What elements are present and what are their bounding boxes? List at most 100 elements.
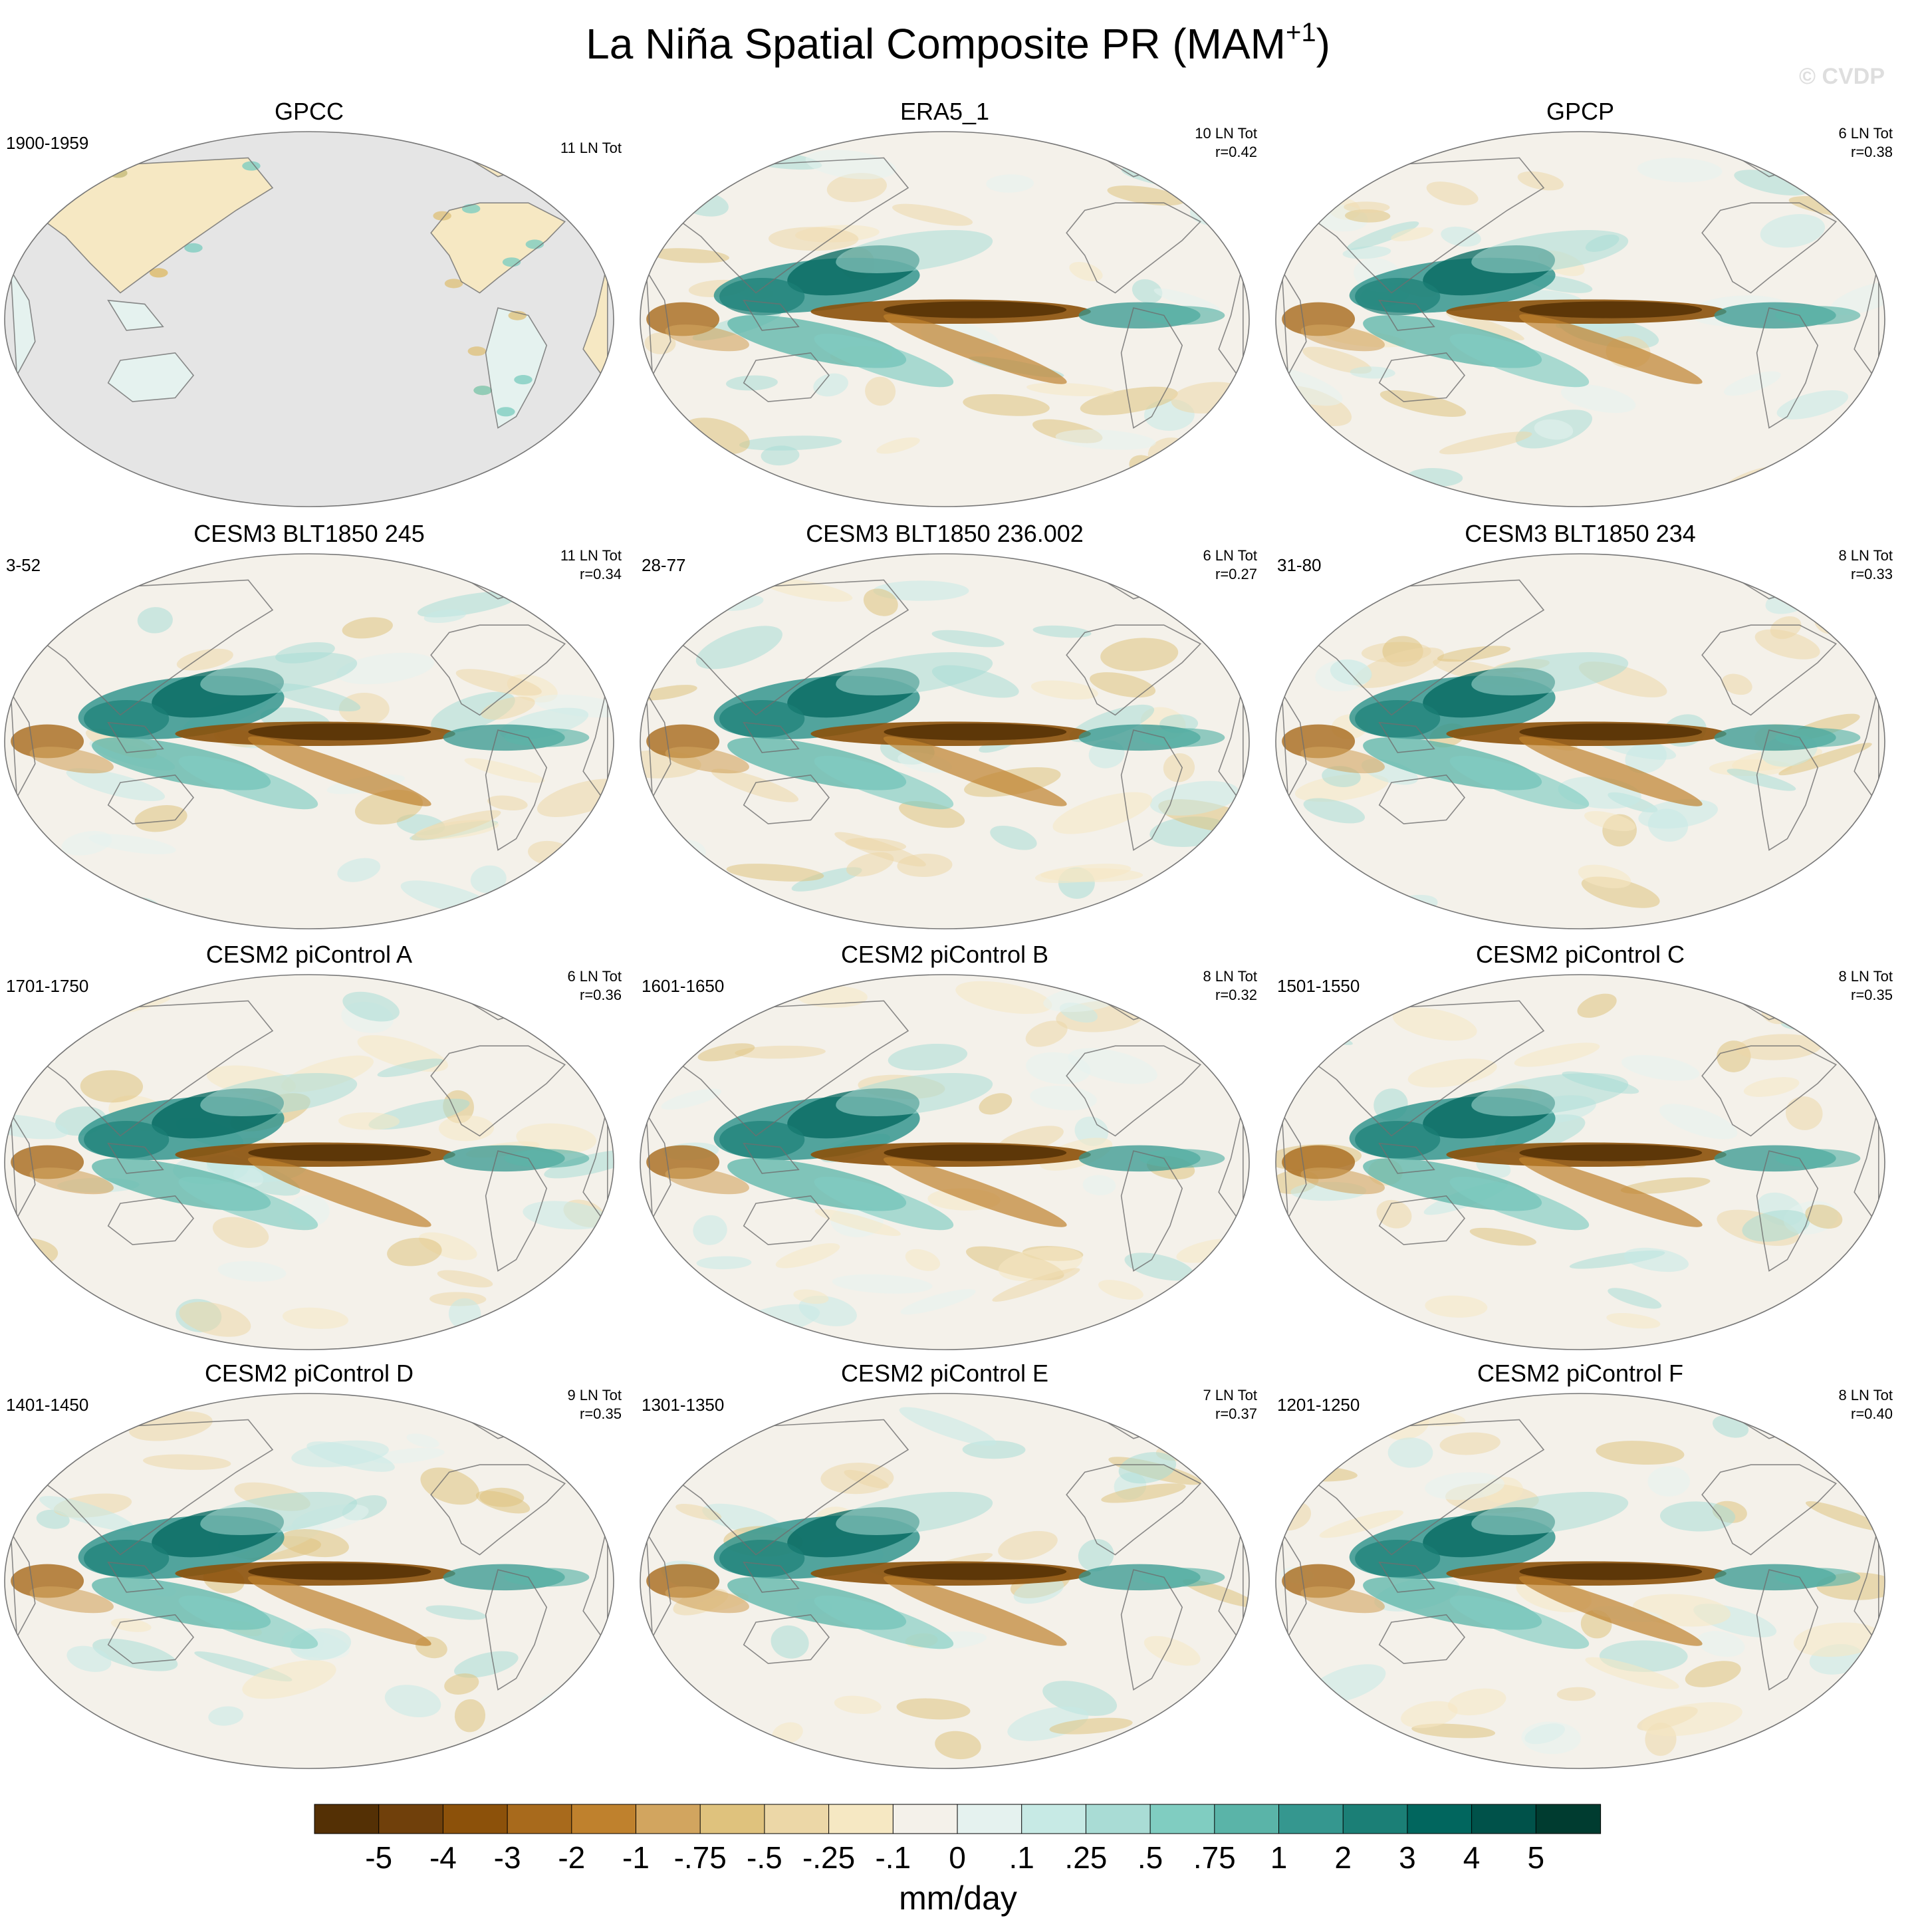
panel-event-count: 10 LN Tot [1195,125,1257,142]
colorbar-swatch [764,1804,830,1834]
colorbar-tick-label: 5 [1528,1840,1545,1875]
map-panel: CESM2 piControl A 1701-1750 6 LN Tot r=0.36 [4,941,622,1350]
panel-title: CESM2 piControl F [1477,1360,1683,1387]
figure-title: La Niña Spatial Composite PR (MAM+1) [586,18,1330,68]
panel-pattern-correlation: r=0.33 [1851,566,1893,582]
panel-event-count: 6 LN Tot [567,968,622,985]
colorbar: -5 -4 -3 -2 -1 -.75 -.5 -.25 -.1 0 .1 .25 .5 .75 1 2 3 4 5 [314,1804,1602,1875]
colorbar-swatch [507,1804,572,1834]
precip-field [5,1411,614,1755]
panel-period: 1201-1250 [1277,1395,1360,1415]
map-border [1275,1393,1885,1769]
map-border [1275,553,1885,929]
panel-pattern-correlation: r=0.37 [1215,1405,1257,1422]
colorbar-tick-label: -2 [558,1840,585,1875]
colorbar-swatch [1149,1804,1215,1834]
precip-field [1276,1407,1885,1756]
panel-pattern-correlation: r=0.32 [1215,987,1257,1003]
map-panel: CESM2 piControl B 1601-1650 8 LN Tot r=0.32 [640,941,1257,1350]
map-border [640,553,1250,929]
panel-pattern-correlation: r=0.35 [1851,987,1893,1003]
panel-title: CESM2 piControl B [841,941,1048,968]
panel-period: 1601-1650 [642,976,724,996]
colorbar-swatch [378,1804,444,1834]
panel-event-count: 8 LN Tot [1838,968,1893,985]
panel-period: 28-77 [642,555,686,575]
colorbar-tick-label: -.75 [674,1840,727,1875]
panel-title: CESM3 BLT1850 236.002 [806,520,1084,547]
colorbar-tick-label: -.25 [802,1840,855,1875]
panel-title: CESM2 piControl E [841,1360,1048,1387]
panel-pattern-correlation: r=0.42 [1215,144,1257,160]
colorbar-swatch [957,1804,1022,1834]
colorbar-tick-label: -1 [622,1840,650,1875]
colorbar-swatch [1342,1804,1408,1834]
colorbar-tick-label: -5 [365,1840,392,1875]
colorbar-swatch [1471,1804,1537,1834]
colorbar-swatch [1407,1804,1473,1834]
map-border [4,974,614,1350]
colorbar-swatch [1021,1804,1087,1834]
map-border [640,131,1250,507]
map-panel: GPCP 6 LN Tot r=0.38 [1275,98,1893,507]
colorbar-swatch [1278,1804,1344,1834]
map-panel: GPCC 1900-1959 11 LN Tot [4,98,622,507]
panel-event-count: 8 LN Tot [1838,547,1893,564]
colorbar-tick-label: 0 [949,1840,966,1875]
colorbar-tick-label: -4 [429,1840,457,1875]
precip-field [1281,572,1885,923]
panel-period: 3-52 [6,555,41,575]
panel-event-count: 9 LN Tot [567,1387,622,1403]
map-border [4,1393,614,1769]
map-border [4,553,614,929]
colorbar-swatch [892,1804,959,1834]
colorbar-tick-label: -3 [494,1840,521,1875]
map-panel: CESM3 BLT1850 245 3-52 11 LN Tot r=0.34 [4,520,622,929]
map-panel: CESM3 BLT1850 234 31-80 8 LN Tot r=0.33 [1275,520,1893,929]
colorbar-swatch [828,1804,894,1834]
panel-title: CESM2 piControl A [206,941,412,968]
panel-period: 1501-1550 [1277,976,1360,996]
colorbar-tick-label: 3 [1399,1840,1416,1875]
panel-event-count: 11 LN Tot [560,547,622,564]
colorbar-tick-label: 4 [1463,1840,1481,1875]
panel-title: GPCC [275,98,344,125]
panel-pattern-correlation: r=0.36 [580,987,622,1003]
colorbar-swatch [1085,1804,1151,1834]
panel-pattern-correlation: r=0.27 [1215,566,1257,582]
map-border [640,974,1250,1350]
colorbar-tick-label: 1 [1270,1840,1288,1875]
panel-period: 1701-1750 [6,976,88,996]
panel-event-count: 8 LN Tot [1838,1387,1893,1403]
panel-event-count: 7 LN Tot [1203,1387,1257,1403]
panel-pattern-correlation: r=0.35 [580,1405,622,1422]
panel-pattern-correlation: r=0.34 [580,566,622,582]
colorbar-tick-label: .5 [1138,1840,1163,1875]
panel-title: CESM2 piControl D [205,1360,414,1387]
panel-title: CESM3 BLT1850 234 [1465,520,1696,547]
map-panel: CESM3 BLT1850 236.002 28-77 6 LN Tot r=0.27 [640,520,1257,929]
panel-period: 1401-1450 [6,1395,88,1415]
panel-title: CESM3 BLT1850 245 [193,520,425,547]
colorbar-swatch [314,1804,380,1834]
panel-title: CESM2 piControl C [1476,941,1685,968]
colorbar-tick-label: -.5 [747,1840,782,1875]
colorbar-swatch [571,1804,637,1834]
colorbar-tick-label: .1 [1009,1840,1034,1875]
panel-event-count: 6 LN Tot [1203,547,1257,564]
colorbar-swatch [1214,1804,1280,1834]
panel-period: 31-80 [1277,555,1322,575]
map-border [640,1393,1250,1769]
map-border [1275,974,1885,1350]
colorbar-swatch [1535,1804,1602,1834]
panel-title: GPCP [1546,98,1614,125]
map-border [4,131,614,507]
colorbar-swatch [442,1804,509,1834]
panel-pattern-correlation: r=0.38 [1851,144,1893,160]
colorbar-swatch [636,1804,701,1834]
precip-field [640,981,1247,1336]
colorbar-unit-label: mm/day [899,1879,1017,1917]
panel-pattern-correlation: r=0.40 [1851,1405,1893,1422]
watermark-text: © CVDP [1799,64,1885,89]
map-panel: CESM2 piControl F 1201-1250 8 LN Tot r=0.40 [1275,1360,1893,1769]
